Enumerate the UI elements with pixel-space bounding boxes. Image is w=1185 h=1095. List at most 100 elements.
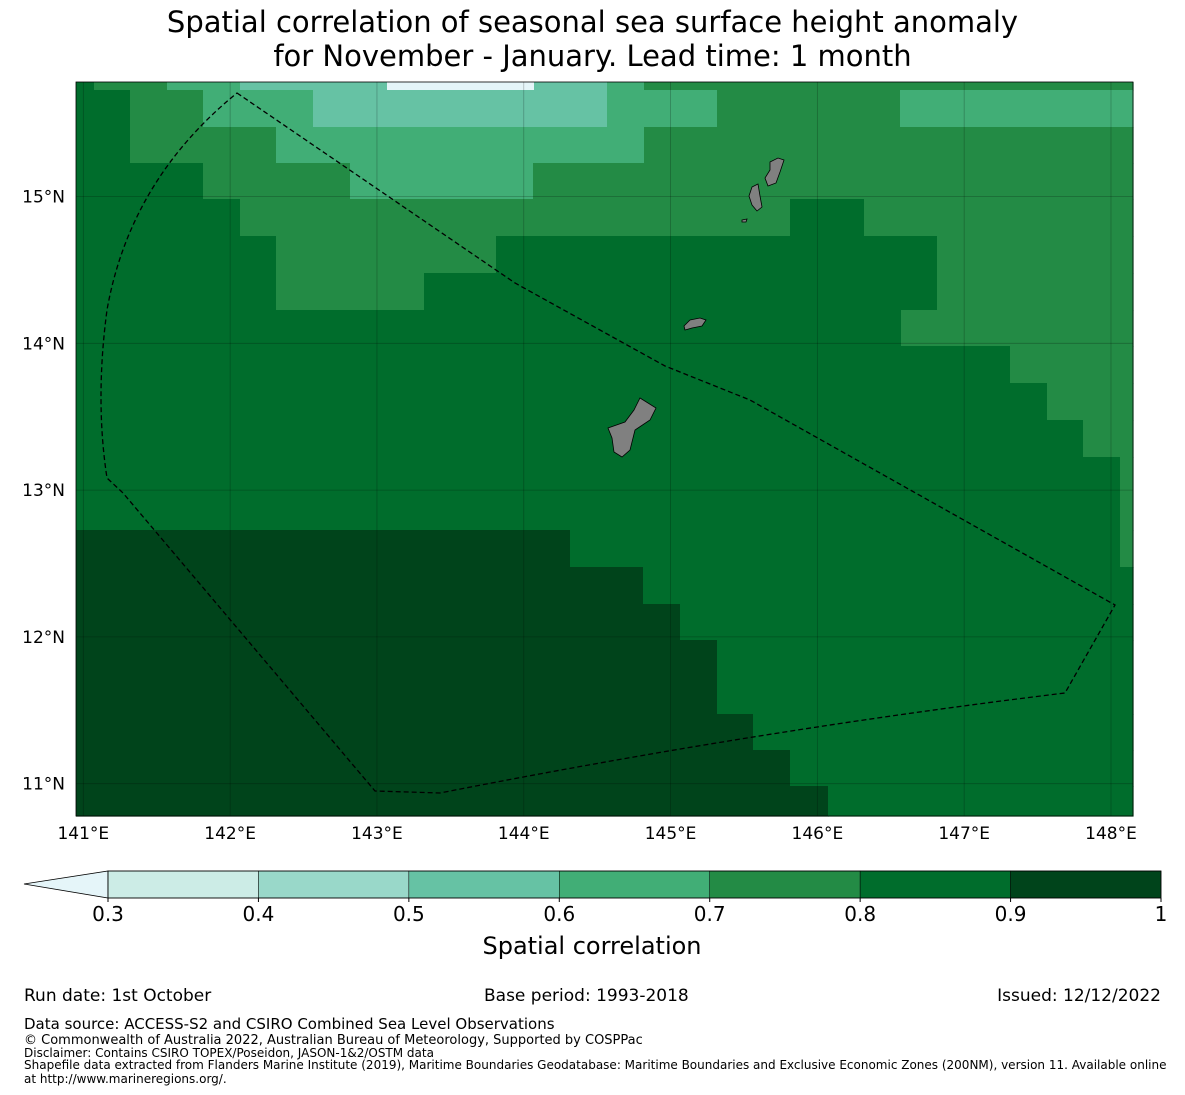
data-source: Data source: ACCESS-S2 and CSIRO Combine… bbox=[24, 1015, 555, 1033]
colorbar-outline bbox=[107, 870, 1162, 899]
correlation-cell bbox=[350, 163, 534, 200]
correlation-cell bbox=[76, 530, 571, 568]
shapefile-credit-url: at http://www.marineregions.org/. bbox=[24, 1072, 227, 1086]
colorbar: 0.3 0.4 0.5 0.6 0.7 0.8 0.9 1 Spatial correlati… bbox=[23, 870, 1167, 960]
correlation-cell bbox=[76, 163, 204, 200]
x-tick-label: 145°E bbox=[645, 824, 697, 844]
x-tick-label: 143°E bbox=[351, 824, 403, 844]
correlation-cell bbox=[937, 273, 1134, 311]
colorbar-tick-label: 0.5 bbox=[393, 902, 425, 926]
colorbar-tick-label: 0.3 bbox=[92, 902, 124, 926]
disclaimer-note: Disclaimer: Contains CSIRO TOPEX/Poseido… bbox=[24, 1046, 434, 1060]
copyright-note: © Commonwealth of Australia 2022, Austra… bbox=[24, 1033, 643, 1048]
correlation-cell bbox=[790, 750, 1134, 787]
correlation-cell bbox=[76, 90, 131, 128]
correlation-cell bbox=[76, 567, 644, 605]
y-tick-label: 13°N bbox=[22, 481, 65, 501]
colorbar-under-triangle bbox=[23, 870, 109, 899]
rota-island bbox=[683, 317, 707, 331]
correlation-cell bbox=[76, 310, 902, 347]
correlation-cell bbox=[644, 127, 718, 164]
correlation-cell bbox=[313, 90, 608, 128]
correlation-cell bbox=[276, 127, 645, 164]
colorbar-bin bbox=[258, 870, 410, 899]
x-tick-label: 142°E bbox=[204, 824, 256, 844]
correlation-cell bbox=[387, 82, 535, 91]
colorbar-bin bbox=[709, 870, 861, 899]
correlation-cell bbox=[496, 236, 938, 274]
correlation-cell bbox=[94, 82, 168, 91]
correlation-cell bbox=[76, 346, 1011, 384]
correlation-cell bbox=[76, 82, 95, 91]
correlation-cell bbox=[717, 90, 901, 128]
correlation-cell bbox=[534, 82, 608, 91]
saipan-island bbox=[764, 157, 785, 187]
y-tick-label: 12°N bbox=[22, 628, 65, 648]
y-tick-label: 11°N bbox=[22, 775, 65, 795]
correlation-cell bbox=[130, 127, 277, 164]
correlation-cell bbox=[76, 457, 1121, 531]
correlation-cell bbox=[203, 163, 351, 200]
correlation-cell bbox=[130, 90, 204, 128]
correlation-cell bbox=[1120, 457, 1134, 531]
correlation-cell bbox=[680, 604, 1134, 641]
x-axis-ticks: 141°E 142°E 143°E 144°E 145°E 146°E 147°E 148°E bbox=[57, 824, 1136, 844]
correlation-cell bbox=[828, 786, 1134, 817]
run-date: Run date: 1st October bbox=[24, 986, 212, 1006]
guam-island bbox=[607, 397, 657, 458]
base-period: Base period: 1993-2018 bbox=[484, 986, 689, 1006]
colorbar-tick-label: 0.8 bbox=[844, 902, 876, 926]
x-tick-label: 141°E bbox=[57, 824, 109, 844]
colorbar-title: Spatial correlation bbox=[482, 932, 701, 960]
shapefile-credit: Shapefile data extracted from Flanders M… bbox=[24, 1058, 1167, 1072]
y-tick-label: 15°N bbox=[22, 188, 65, 208]
map-gridlines bbox=[76, 82, 1133, 816]
correlation-cell bbox=[1083, 420, 1134, 458]
correlation-field bbox=[76, 82, 1134, 817]
correlation-cell bbox=[864, 199, 1134, 237]
eez-boundary-line bbox=[100, 92, 1116, 794]
correlation-cell bbox=[240, 199, 791, 237]
colorbar-tick-label: 0.9 bbox=[995, 902, 1027, 926]
correlation-cell bbox=[76, 273, 277, 311]
colorbar-bin bbox=[859, 870, 1011, 899]
correlation-cell bbox=[607, 90, 645, 128]
correlation-cell bbox=[76, 383, 1048, 421]
correlation-cell bbox=[276, 236, 497, 274]
colorbar-bin bbox=[107, 870, 259, 899]
correlation-cell bbox=[76, 714, 754, 751]
correlation-cell bbox=[76, 199, 241, 237]
chart-title-line-2: for November - January. Lead time: 1 mon… bbox=[273, 39, 912, 73]
colorbar-tick-label: 1 bbox=[1155, 902, 1168, 926]
correlation-cell bbox=[644, 82, 718, 91]
colorbar-bin bbox=[1010, 870, 1162, 899]
correlation-cell bbox=[76, 640, 718, 715]
correlation-cell bbox=[643, 567, 1134, 605]
correlation-cell bbox=[76, 127, 131, 164]
y-tick-label: 14°N bbox=[22, 334, 65, 354]
x-tick-label: 147°E bbox=[938, 824, 990, 844]
correlation-cell bbox=[901, 310, 1134, 347]
correlation-cell bbox=[1047, 383, 1134, 421]
correlation-cell bbox=[533, 163, 1134, 200]
x-tick-label: 146°E bbox=[792, 824, 844, 844]
colorbar-tick-label: 0.7 bbox=[694, 902, 726, 926]
correlation-cell bbox=[790, 199, 865, 237]
issued-date: Issued: 12/12/2022 bbox=[997, 986, 1161, 1006]
correlation-cell bbox=[76, 420, 1084, 458]
chart-title-line-1: Spatial correlation of seasonal sea surf… bbox=[166, 5, 1019, 39]
map-frame bbox=[75, 81, 1134, 817]
correlation-cell bbox=[1010, 346, 1134, 384]
correlation-cell bbox=[76, 236, 277, 274]
colorbar-bins bbox=[107, 870, 1162, 899]
map-figure: 141°E 142°E 143°E 144°E 145°E 146°E 147°E 148°E… bbox=[22, 81, 1167, 960]
correlation-cell bbox=[570, 530, 1121, 568]
tinian-island bbox=[748, 183, 763, 212]
x-tick-label: 148°E bbox=[1085, 824, 1137, 844]
colorbar-tick-label: 0.4 bbox=[243, 902, 275, 926]
correlation-cell bbox=[167, 82, 241, 91]
correlation-cell bbox=[240, 82, 388, 91]
colorbar-ticks: 0.3 0.4 0.5 0.6 0.7 0.8 0.9 1 bbox=[92, 898, 1167, 926]
colorbar-tick-label: 0.6 bbox=[543, 902, 575, 926]
correlation-cell bbox=[717, 82, 1134, 91]
